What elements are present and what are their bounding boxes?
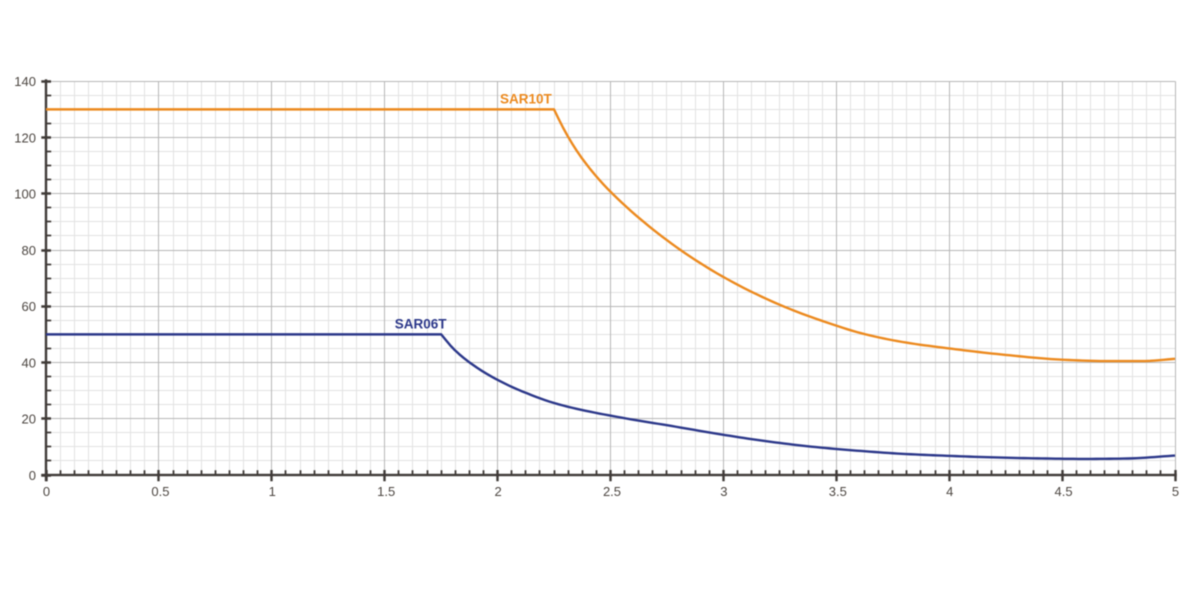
svg-text:2: 2 bbox=[494, 484, 501, 499]
svg-text:2.5: 2.5 bbox=[603, 484, 621, 499]
svg-text:4: 4 bbox=[946, 484, 953, 499]
svg-text:20: 20 bbox=[22, 412, 36, 427]
svg-text:100: 100 bbox=[14, 187, 36, 202]
svg-text:1.5: 1.5 bbox=[377, 484, 395, 499]
svg-text:SAR06T: SAR06T bbox=[395, 317, 448, 332]
svg-text:60: 60 bbox=[22, 299, 36, 314]
svg-text:5: 5 bbox=[1172, 484, 1179, 499]
svg-text:3: 3 bbox=[720, 484, 727, 499]
svg-text:3.5: 3.5 bbox=[829, 484, 847, 499]
svg-text:4.5: 4.5 bbox=[1055, 484, 1073, 499]
svg-text:1: 1 bbox=[269, 484, 276, 499]
svg-text:0: 0 bbox=[29, 468, 36, 483]
svg-text:0: 0 bbox=[43, 484, 50, 499]
svg-text:80: 80 bbox=[22, 243, 36, 258]
svg-text:120: 120 bbox=[14, 130, 36, 145]
svg-text:40: 40 bbox=[22, 355, 36, 370]
svg-text:0.5: 0.5 bbox=[151, 484, 169, 499]
svg-text:140: 140 bbox=[14, 74, 36, 89]
svg-text:SAR10T: SAR10T bbox=[500, 92, 553, 107]
